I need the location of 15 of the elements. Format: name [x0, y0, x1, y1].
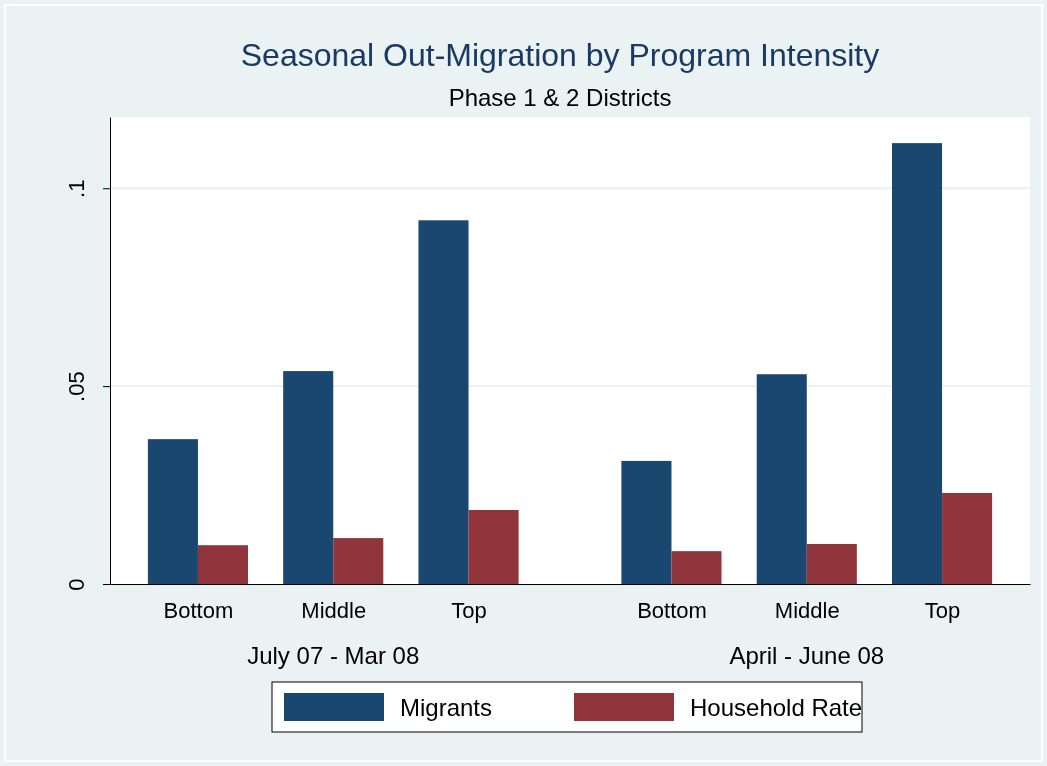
chart-subtitle: Phase 1 & 2 Districts	[448, 84, 672, 111]
x-tick-label: Top	[451, 598, 487, 623]
y-tick-label: .1	[64, 179, 89, 198]
legend-label: Migrants	[400, 694, 493, 721]
x-tick-label: Bottom	[163, 598, 234, 623]
x-tick-label: Top	[924, 598, 961, 623]
text: July 07 - Mar 08	[247, 642, 420, 669]
text: April - June 08	[729, 642, 885, 669]
y-tick-label: 0	[64, 578, 89, 591]
x-tick-label: Bottom	[637, 598, 707, 623]
chart-title: Seasonal Out-Migration by Program Intensity	[240, 37, 880, 73]
x-tick-label: Middle	[774, 598, 840, 623]
y-tick-label: .05	[64, 371, 89, 402]
legend-label: Household Rate	[690, 694, 863, 721]
x-tick-label: Middle	[301, 598, 367, 623]
